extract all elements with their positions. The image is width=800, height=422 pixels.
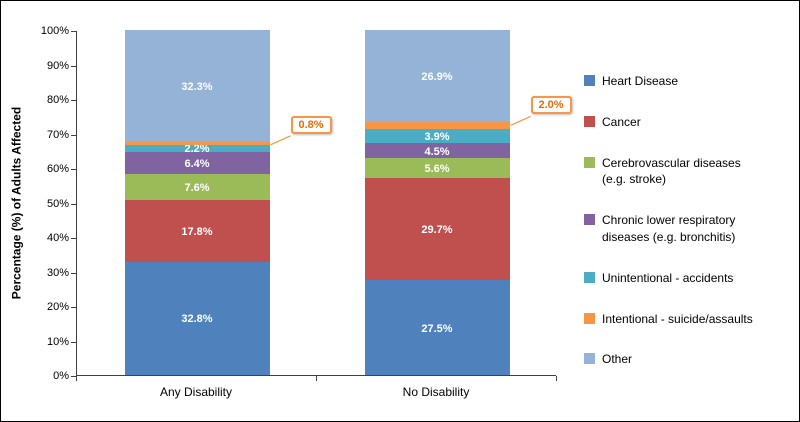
legend-label: Heart Disease [602,74,679,88]
callout-leader-line [270,135,291,146]
legend-label: Cancer [602,114,641,129]
legend-swatch [584,312,595,324]
bar-segment [364,142,510,159]
y-tick-mark [71,169,76,170]
y-tick-label: 80% [46,94,69,106]
data-label-callout: 2.0% [530,96,572,115]
x-category-label: No Disability [402,385,470,399]
bar-segment [364,29,510,123]
y-tick-mark [71,341,76,343]
bar-segment [124,261,270,375]
y-tick-label: 90% [46,59,69,72]
callout-leader-line [510,115,531,127]
x-tick-mark [76,376,77,381]
legend-item: Intentional - suicide/assaults [584,311,799,328]
y-tick-mark [71,272,76,274]
bar-segment [364,122,510,130]
legend-item: Heart Disease [584,73,799,90]
bar-segment [124,152,270,175]
legend-item: Other [584,351,799,368]
legend-swatch [584,156,595,168]
y-tick-mark [71,65,76,67]
y-tick-label: 40% [46,232,69,244]
y-tick-label: 20% [46,301,69,313]
bar-segment [124,144,270,153]
legend-label: Intentional - suicide/assaults [602,311,753,326]
legend-swatch [584,353,595,365]
data-label-callout: 0.8% [290,115,332,134]
y-tick-label: 60% [46,163,69,175]
x-tick-mark [556,376,557,381]
y-tick-label: 100% [40,25,69,37]
legend: Heart Disease Cancer Cerebrovascular disea… [584,73,799,368]
legend-label: Cerebrovascular diseases (e.g. stroke) [602,155,741,187]
y-axis-title: Percentage (%) of Adults Affected [9,106,24,300]
y-tick-mark [71,307,76,308]
bar-segment [364,129,510,143]
y-tick-label: 70% [46,128,69,141]
bar-segment [364,280,510,375]
bar-segment [364,177,510,281]
legend-item: Unintentional - accidents [584,270,799,287]
legend-item: Cancer [584,114,799,131]
y-tick-mark [71,203,76,205]
y-tick-label: 30% [46,266,69,279]
y-tick-label: 50% [46,197,69,210]
legend-item: Cerebrovascular diseases (e.g. stroke) [584,155,799,189]
y-tick-mark [71,31,76,32]
y-tick-mark [71,100,76,101]
x-tick-mark [316,376,317,381]
bar-segment [124,30,270,142]
x-category-label: Any Disability [159,385,233,399]
legend-label: Chronic lower respiratory diseases (e.g.… [602,213,736,244]
y-tick-label: 10% [46,335,69,348]
plot-area: 32.8% 17.8% 7.6% 6.4% 2.2% 0.8% 32.3% 27.5% 29.7… [76,29,572,376]
legend-swatch [584,271,595,283]
legend-swatch [584,214,595,226]
bar-segment [364,158,510,178]
bar-segment [124,141,270,145]
legend-swatch [584,115,595,127]
y-tick-label: 0% [53,370,69,382]
y-tick-mark [71,376,76,377]
legend-label: Unintentional - accidents [602,270,734,285]
legend-swatch [584,75,595,86]
y-tick-mark [71,134,76,136]
y-tick-mark [71,238,76,239]
bar-segment [124,174,270,201]
legend-label: Other [602,352,633,367]
bar-segment [124,200,270,262]
legend-item: Chronic lower respiratory diseases (e.g.… [584,212,799,246]
